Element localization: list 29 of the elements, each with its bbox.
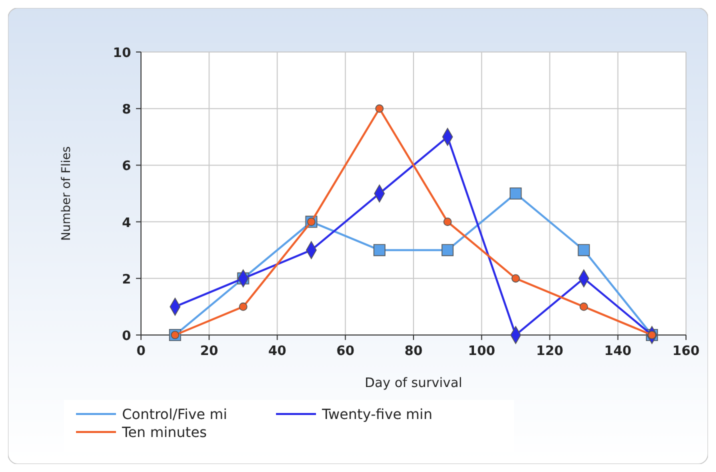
point [512, 274, 520, 283]
x-tick-label: 60 [336, 344, 354, 359]
point [442, 244, 454, 256]
point [375, 104, 384, 113]
y-tick-label: 0 [122, 329, 131, 344]
y-tick-label: 10 [112, 46, 131, 61]
y-tick-label: 8 [122, 102, 131, 118]
point [373, 244, 386, 256]
x-tick-label: 140 [604, 344, 632, 359]
x-tick-label: 80 [404, 344, 423, 359]
x-tick-label: 20 [200, 344, 218, 359]
x-tick-label: 120 [536, 344, 564, 359]
x-tick-label: 40 [268, 344, 286, 359]
y-tick-label: 6 [122, 159, 131, 174]
y-tick-label: 2 [122, 272, 131, 288]
x-axis-title: Day of survival [364, 376, 462, 391]
y-axis-title: Number of Flies [59, 146, 73, 241]
legend-label: Control/Five mi [122, 407, 228, 423]
x-tick-label: 0 [136, 344, 146, 359]
x-tick-label: 160 [672, 344, 700, 359]
point [239, 302, 248, 311]
point [578, 244, 590, 256]
point [443, 218, 452, 226]
legend-label: Twenty-five min [321, 407, 432, 423]
point [580, 302, 588, 311]
y-tick-label: 4 [122, 216, 131, 231]
legend-label: Ten minutes [121, 425, 207, 441]
x-tick-label: 100 [468, 344, 496, 359]
point [510, 188, 522, 200]
